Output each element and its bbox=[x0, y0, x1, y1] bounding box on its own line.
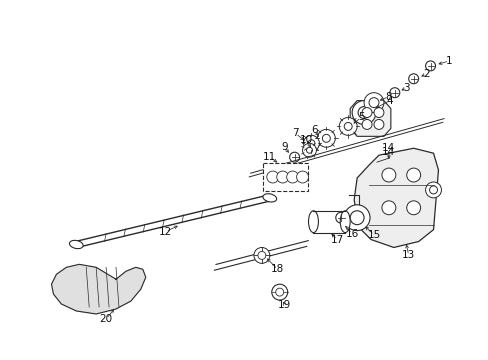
Ellipse shape bbox=[340, 211, 349, 233]
Circle shape bbox=[349, 211, 364, 225]
Circle shape bbox=[428, 186, 437, 194]
Circle shape bbox=[368, 98, 378, 108]
Polygon shape bbox=[353, 148, 438, 247]
Bar bbox=[263, 163, 307, 191]
Circle shape bbox=[381, 168, 395, 182]
Circle shape bbox=[351, 100, 375, 125]
Circle shape bbox=[322, 134, 330, 142]
Circle shape bbox=[389, 88, 399, 98]
Text: 8: 8 bbox=[385, 92, 391, 102]
Circle shape bbox=[302, 143, 316, 157]
Circle shape bbox=[361, 120, 371, 129]
Ellipse shape bbox=[263, 194, 276, 202]
Ellipse shape bbox=[308, 211, 318, 233]
Circle shape bbox=[425, 61, 435, 71]
Text: 10: 10 bbox=[299, 135, 312, 145]
Text: 12: 12 bbox=[159, 226, 172, 237]
Text: 7: 7 bbox=[292, 129, 298, 138]
Text: 18: 18 bbox=[270, 264, 284, 274]
Circle shape bbox=[373, 108, 383, 117]
Ellipse shape bbox=[69, 240, 83, 249]
Circle shape bbox=[339, 117, 356, 135]
Circle shape bbox=[275, 288, 283, 296]
Circle shape bbox=[257, 251, 265, 260]
Circle shape bbox=[381, 201, 395, 215]
Circle shape bbox=[266, 171, 278, 183]
Text: 9: 9 bbox=[281, 142, 287, 152]
Circle shape bbox=[408, 74, 418, 84]
Text: 17: 17 bbox=[330, 234, 343, 244]
Text: 11: 11 bbox=[263, 152, 276, 162]
Circle shape bbox=[344, 205, 369, 231]
Text: 19: 19 bbox=[278, 300, 291, 310]
Circle shape bbox=[276, 171, 288, 183]
Circle shape bbox=[406, 168, 420, 182]
Text: 14: 14 bbox=[382, 147, 395, 157]
Text: 3: 3 bbox=[403, 83, 409, 93]
Circle shape bbox=[364, 93, 383, 113]
Circle shape bbox=[303, 135, 319, 151]
Circle shape bbox=[335, 212, 346, 223]
Text: 4: 4 bbox=[386, 96, 392, 105]
Circle shape bbox=[296, 171, 308, 183]
Text: 16: 16 bbox=[345, 229, 358, 239]
Circle shape bbox=[271, 284, 287, 300]
Polygon shape bbox=[51, 264, 145, 314]
Circle shape bbox=[253, 247, 269, 264]
Circle shape bbox=[286, 171, 298, 183]
Circle shape bbox=[425, 182, 441, 198]
Text: 1: 1 bbox=[445, 56, 452, 66]
Circle shape bbox=[306, 147, 312, 153]
Circle shape bbox=[361, 108, 371, 117]
Text: 2: 2 bbox=[423, 69, 429, 79]
Circle shape bbox=[289, 152, 299, 162]
Polygon shape bbox=[349, 100, 390, 136]
Text: 14: 14 bbox=[382, 143, 395, 153]
Text: 20: 20 bbox=[100, 314, 112, 324]
Circle shape bbox=[357, 107, 369, 118]
Text: 13: 13 bbox=[401, 251, 414, 260]
Text: 5: 5 bbox=[357, 112, 364, 122]
Circle shape bbox=[373, 120, 383, 129]
Text: 15: 15 bbox=[366, 230, 380, 239]
Circle shape bbox=[317, 129, 335, 147]
Text: 6: 6 bbox=[310, 125, 317, 135]
Circle shape bbox=[344, 122, 351, 130]
Circle shape bbox=[307, 140, 314, 147]
Circle shape bbox=[406, 201, 420, 215]
